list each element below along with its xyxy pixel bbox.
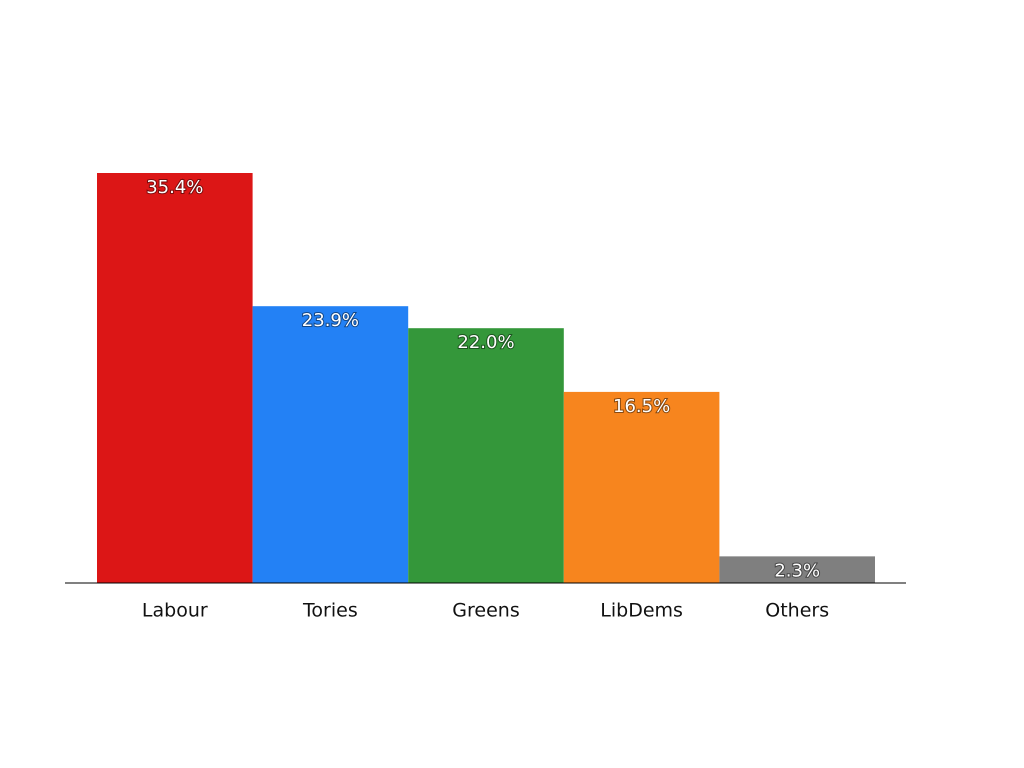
value-label: 2.3% — [774, 560, 820, 581]
bar — [563, 391, 720, 583]
x-tick-label: Others — [765, 600, 829, 622]
value-label: 23.9% — [302, 310, 359, 331]
bar — [252, 306, 409, 583]
value-label: 35.4% — [146, 177, 203, 198]
bar — [408, 328, 564, 583]
x-tick-label: LibDems — [600, 600, 683, 622]
x-tick-label: Tories — [302, 600, 358, 622]
bar — [97, 173, 253, 583]
value-label: 16.5% — [613, 396, 670, 417]
x-tick-label: Greens — [452, 600, 519, 622]
x-tick-label: Labour — [142, 600, 208, 622]
value-label: 22.0% — [457, 332, 514, 353]
bar — [719, 556, 875, 583]
